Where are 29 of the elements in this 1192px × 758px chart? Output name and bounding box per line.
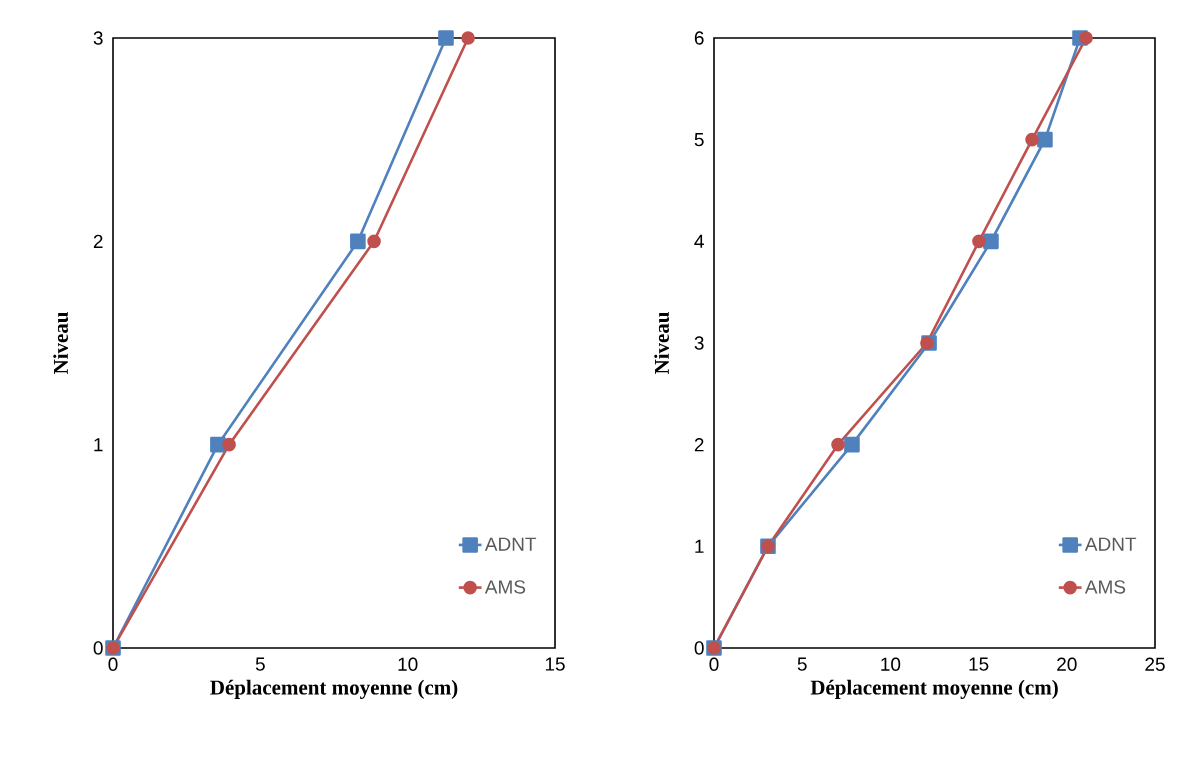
legend-label: AMS — [1084, 580, 1126, 594]
x-tick-label: 0 — [709, 657, 719, 671]
y-tick-label: 3 — [93, 31, 103, 45]
y-tick-label: 0 — [93, 641, 103, 655]
x-tick-label: 10 — [398, 657, 418, 671]
y-tick-label: 5 — [694, 133, 704, 147]
x-tick-label: 15 — [969, 657, 989, 671]
x-tick-label: 5 — [255, 657, 265, 671]
x-tick-label: 5 — [797, 657, 807, 671]
y-tick-label: 0 — [694, 641, 704, 655]
x-tick-label: 10 — [881, 657, 901, 671]
y-tick-label: 1 — [94, 438, 103, 452]
y-tick-label: 4 — [694, 234, 704, 248]
x-tick-label: 0 — [108, 657, 118, 671]
x-tick-label: 25 — [1145, 657, 1165, 671]
y-axis-title: Niveau — [654, 312, 670, 375]
x-axis-title: Déplacement moyenne (cm) — [210, 679, 458, 699]
legend-label: AMS — [484, 580, 526, 594]
legend-label: ADNT — [484, 537, 537, 551]
y-tick-label: 6 — [694, 31, 704, 45]
legend-label: ADNT — [1084, 537, 1137, 551]
x-tick-label: 20 — [1057, 657, 1077, 671]
y-tick-label: 1 — [695, 539, 704, 553]
y-tick-label: 3 — [694, 336, 704, 350]
x-tick-label: 15 — [545, 657, 565, 671]
y-tick-label: 2 — [93, 234, 103, 248]
y-tick-label: 2 — [694, 438, 704, 452]
x-axis-title: Déplacement moyenne (cm) — [810, 679, 1058, 699]
y-axis-title: Niveau — [53, 312, 69, 375]
